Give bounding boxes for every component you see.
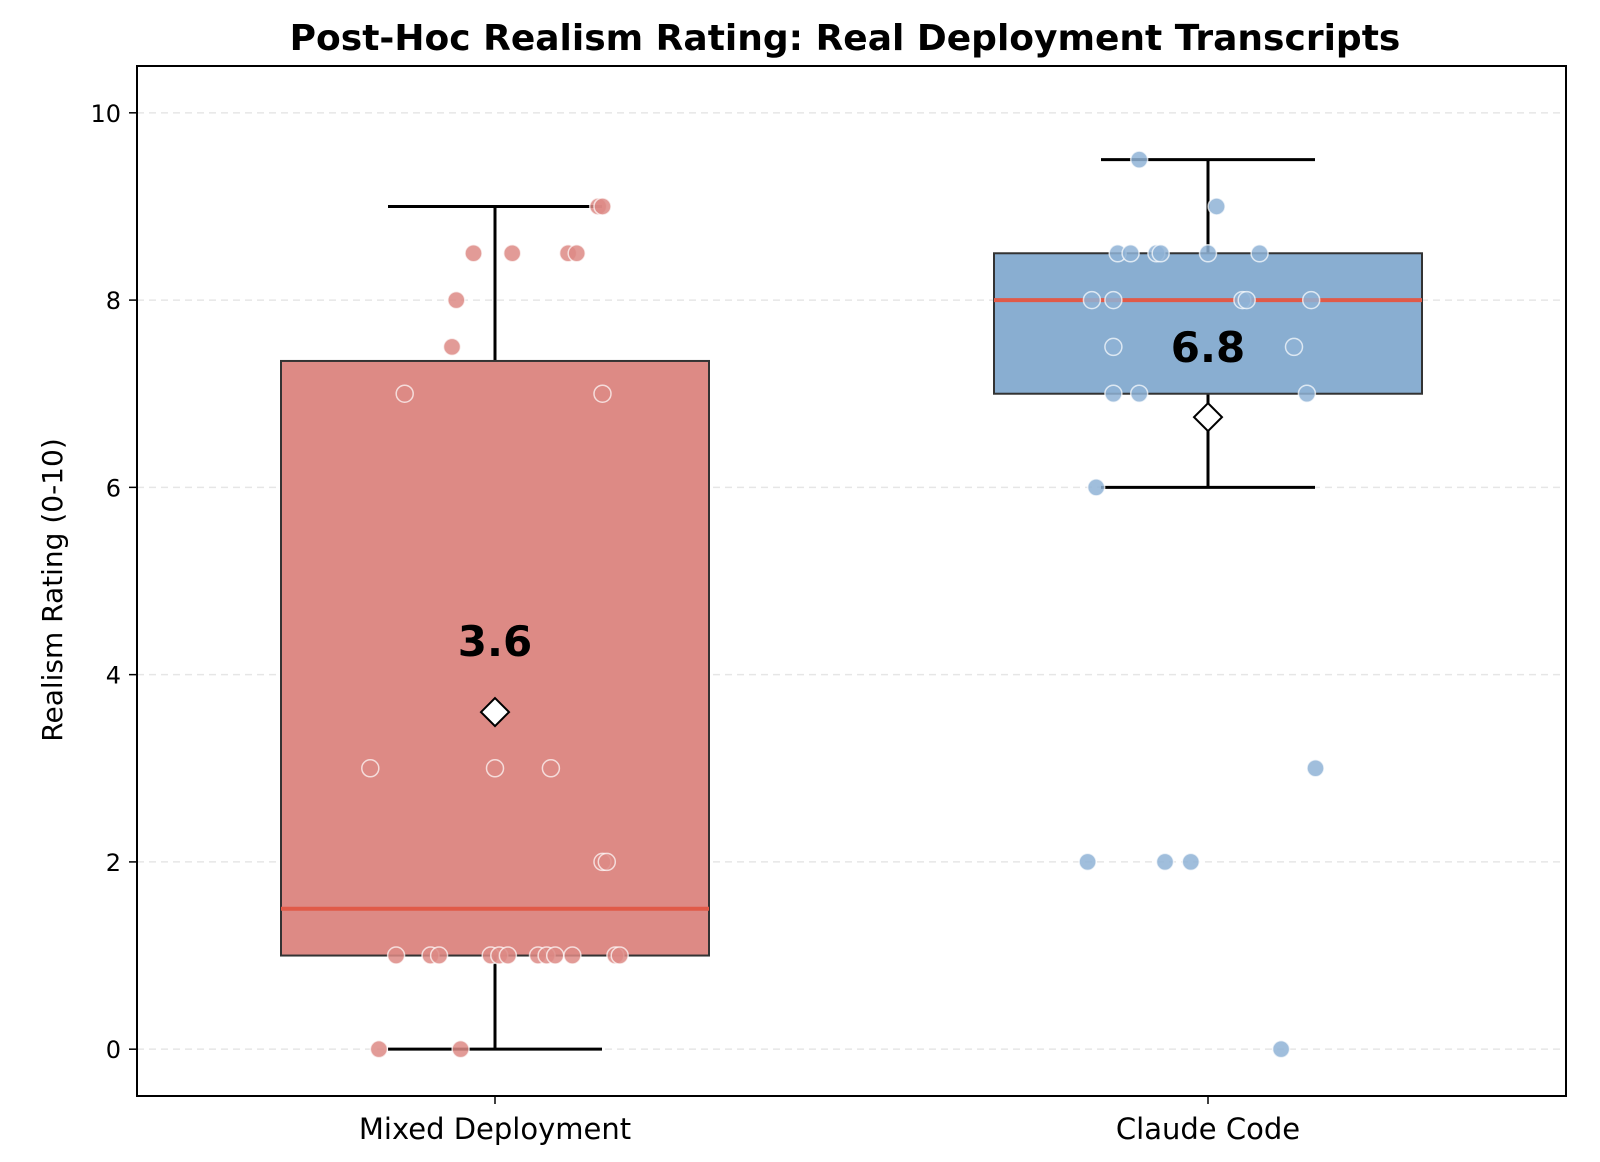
data-point xyxy=(1121,244,1140,263)
data-point xyxy=(1250,244,1269,263)
data-point xyxy=(1297,384,1317,403)
data-point xyxy=(442,337,462,357)
data-point xyxy=(451,1039,470,1059)
data-point xyxy=(1237,290,1256,310)
mean-marker-0 xyxy=(479,696,511,728)
data-point xyxy=(1301,290,1321,310)
data-point xyxy=(597,852,617,872)
data-point xyxy=(567,244,586,263)
data-point xyxy=(1306,759,1325,778)
data-point xyxy=(1104,384,1123,403)
plot-frame xyxy=(136,65,1567,1097)
data-point xyxy=(1129,150,1149,169)
data-point xyxy=(386,946,406,965)
boxes xyxy=(280,158,1423,1051)
axes: 0 2 4 6 8 10 Mixed Deployment Claude Code xyxy=(90,100,1300,1146)
data-point xyxy=(1086,478,1106,497)
y-tick-label-2: 2 xyxy=(106,849,121,877)
data-point xyxy=(593,197,612,216)
data-point xyxy=(563,946,582,965)
y-axis-label: Realism Rating (0-10) xyxy=(36,438,69,741)
data-point xyxy=(395,384,414,403)
data-point xyxy=(1155,852,1175,872)
x-tick-label-0: Mixed Deployment xyxy=(359,1112,631,1146)
mean-markers: 3.6 6.8 xyxy=(458,323,1245,728)
box-group-1 xyxy=(993,158,1423,489)
data-point xyxy=(1104,337,1123,357)
data-point xyxy=(369,1039,389,1059)
chart-title: Post-Hoc Realism Rating: Real Deployment… xyxy=(290,18,1401,59)
data-point xyxy=(1151,244,1170,263)
data-point xyxy=(485,759,505,778)
iqr-box xyxy=(993,252,1423,395)
data-point xyxy=(502,244,522,263)
data-point xyxy=(1129,384,1149,403)
y-tick-label-10: 10 xyxy=(90,100,121,128)
y-tick-label-8: 8 xyxy=(106,287,121,315)
data-point xyxy=(361,759,380,778)
data-point xyxy=(545,946,565,965)
y-tick-label-0: 0 xyxy=(106,1036,121,1064)
mean-marker-1 xyxy=(1192,401,1224,433)
iqr-box xyxy=(280,359,710,957)
box-group-0 xyxy=(280,204,710,1051)
data-point xyxy=(541,759,561,778)
data-point xyxy=(593,384,612,403)
x-tick-label-1: Claude Code xyxy=(1116,1112,1300,1146)
data-point xyxy=(1271,1039,1291,1059)
mean-value-label-0: 3.6 xyxy=(458,617,532,666)
data-point xyxy=(464,244,483,263)
data-point xyxy=(1078,852,1097,872)
data-points xyxy=(361,150,1325,1059)
y-tick-label-6: 6 xyxy=(106,474,121,502)
data-point xyxy=(1207,197,1226,216)
mean-value-label-1: 6.8 xyxy=(1171,323,1245,372)
data-point xyxy=(610,946,629,965)
data-point xyxy=(1104,290,1123,310)
data-point xyxy=(429,946,449,965)
data-point xyxy=(1198,244,1218,263)
data-point xyxy=(1082,290,1102,310)
data-point xyxy=(447,290,466,310)
data-point xyxy=(1284,337,1304,357)
data-point xyxy=(1181,852,1201,872)
data-point xyxy=(498,946,518,965)
y-tick-label-4: 4 xyxy=(106,662,121,690)
